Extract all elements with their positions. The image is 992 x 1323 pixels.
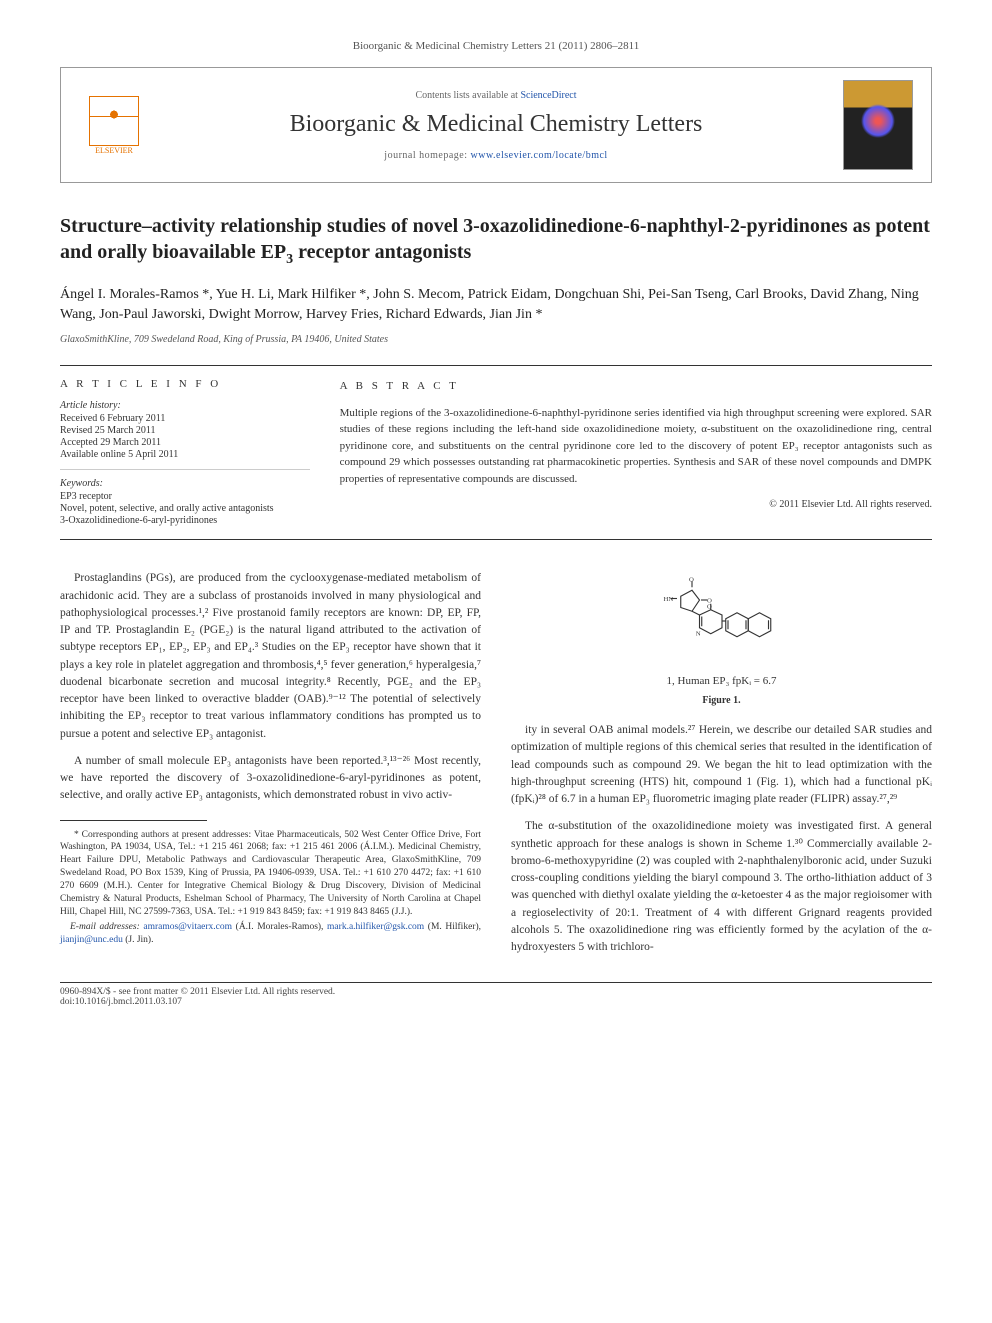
keywords-label: Keywords: [60,478,310,489]
sciencedirect-link[interactable]: ScienceDirect [520,90,576,101]
body-two-column: Prostaglandins (PGs), are produced from … [60,570,932,961]
header-center: Contents lists available at ScienceDirec… [149,90,843,161]
info-abstract-row: A R T I C L E I N F O Article history: R… [60,365,932,540]
body-paragraph-2: A number of small molecule EP₃ antagonis… [60,753,481,805]
figure-1-label: Figure 1. [511,693,932,708]
email-who-2: (M. Hilfiker), [424,922,481,932]
email-who-3: (J. Jin). [123,935,154,945]
history-revised: Revised 25 March 2011 [60,425,310,436]
bottom-bar: 0960-894X/$ - see front matter © 2011 El… [60,982,932,1007]
homepage-label: journal homepage: [384,150,467,161]
authors-list: Ángel I. Morales-Ramos *, Yue H. Li, Mar… [60,285,932,324]
journal-reference: Bioorganic & Medicinal Chemistry Letters… [60,40,932,52]
doi-line: doi:10.1016/j.bmcl.2011.03.107 [60,997,932,1007]
figure-1-caption: 1, Human EP₃ fpKᵢ = 6.7 [511,673,932,690]
elsevier-tree-icon [89,96,139,146]
abstract-heading: A B S T R A C T [340,378,932,395]
elsevier-logo: ELSEVIER [79,90,149,160]
email-link-2[interactable]: mark.a.hilfiker@gsk.com [327,922,424,932]
footnotes-block: * Corresponding authors at present addre… [60,829,481,947]
journal-header-box: ELSEVIER Contents lists available at Sci… [60,67,932,183]
article-info-heading: A R T I C L E I N F O [60,378,310,390]
body-paragraph-3: ity in several OAB animal models.²⁷ Here… [511,722,932,808]
svg-text:O: O [689,577,694,584]
history-online: Available online 5 April 2011 [60,449,310,460]
svg-text:N: N [695,631,700,638]
body-paragraph-1: Prostaglandins (PGs), are produced from … [60,570,481,743]
homepage-url[interactable]: www.elsevier.com/locate/bmcl [471,150,608,161]
email-footnote: E-mail addresses: amramos@vitaerx.com (Á… [60,921,481,947]
email-label: E-mail addresses: [70,922,140,932]
history-received: Received 6 February 2011 [60,413,310,424]
svg-text:HN: HN [663,596,673,603]
abstract-text: Multiple regions of the 3-oxazolidinedio… [340,405,932,488]
abstract-column: A B S T R A C T Multiple regions of the … [322,366,932,539]
article-info-column: A R T I C L E I N F O Article history: R… [60,366,322,539]
title-pre: Structure–activity relationship studies … [60,215,930,263]
affiliation: GlaxoSmithKline, 709 Swedeland Road, Kin… [60,334,932,345]
keywords-block: Keywords: EP3 receptor Novel, potent, se… [60,478,310,526]
article-history-block: Article history: Received 6 February 201… [60,400,310,470]
journal-name: Bioorganic & Medicinal Chemistry Letters [164,111,828,138]
footnote-rule [60,820,207,821]
history-accepted: Accepted 29 March 2011 [60,437,310,448]
contents-available-text: Contents lists available at [415,90,517,101]
article-title: Structure–activity relationship studies … [60,213,932,269]
keyword-3: 3-Oxazolidinedione-6-aryl-pyridinones [60,515,310,526]
title-post: receptor antagonists [293,241,471,263]
front-matter-line: 0960-894X/$ - see front matter © 2011 El… [60,987,932,997]
figure-1-block: HN O O O N 1, Hum [511,570,932,708]
contents-available-line: Contents lists available at ScienceDirec… [164,90,828,101]
elsevier-label: ELSEVIER [95,146,133,155]
email-link-3[interactable]: jianjin@unc.edu [60,935,123,945]
email-link-1[interactable]: amramos@vitaerx.com [143,922,232,932]
journal-homepage: journal homepage: www.elsevier.com/locat… [164,150,828,161]
email-who-1: (Á.I. Morales-Ramos), [232,922,327,932]
keyword-1: EP3 receptor [60,491,310,502]
compound-1-structure: HN O O O N [662,570,782,660]
corresponding-author-footnote: * Corresponding authors at present addre… [60,829,481,919]
history-label: Article history: [60,400,310,411]
abstract-copyright: © 2011 Elsevier Ltd. All rights reserved… [340,497,932,512]
keyword-2: Novel, potent, selective, and orally act… [60,503,310,514]
body-paragraph-4: The α-substitution of the oxazolidinedio… [511,818,932,956]
journal-cover-thumbnail [843,80,913,170]
